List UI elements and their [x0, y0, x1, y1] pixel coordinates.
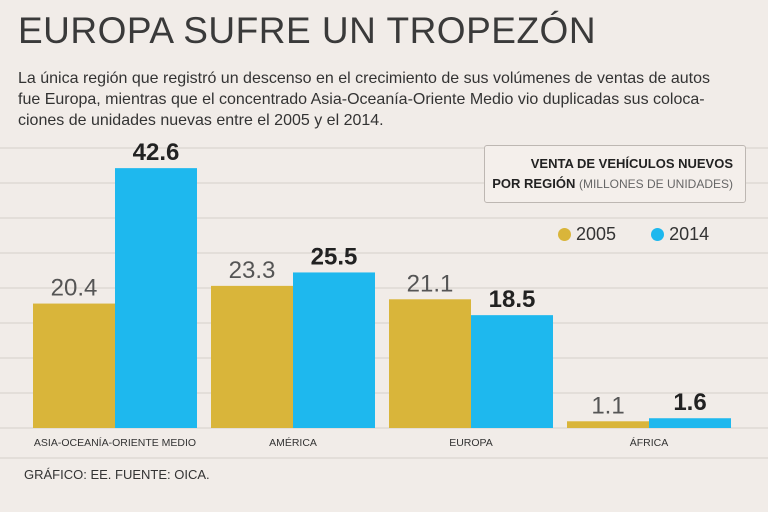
bar-2014 [293, 272, 375, 428]
legend-title-units: (MILLONES DE UNIDADES) [578, 177, 733, 191]
subtitle-line: fue Europa, mientras que el concentrado … [18, 91, 705, 108]
legend-title-bold: POR REGIÓN [492, 176, 576, 191]
data-label-2014: 25.5 [311, 243, 358, 270]
legend-title-line1: VENTA DE VEHÍCULOS NUEVOS [530, 156, 733, 171]
data-label-2005: 21.1 [407, 270, 454, 297]
category-label: ÁFRICA [630, 436, 669, 449]
legend-label-2014: 2014 [669, 224, 710, 244]
bar-2005 [567, 421, 649, 428]
legend: 2005 2014 [558, 224, 739, 245]
page-title: EUROPA SUFRE UN TROPEZÓN [18, 10, 597, 51]
data-label-2014: 1.6 [673, 389, 706, 416]
bar-2014 [649, 418, 731, 428]
bar-2005 [211, 285, 293, 428]
legend-label-2005: 2005 [576, 224, 617, 244]
category-label: AMÉRICA [269, 436, 317, 449]
data-label-2005: 23.3 [229, 257, 276, 284]
subtitle: La única región que registró un descenso… [18, 68, 756, 131]
data-label-2005: 20.4 [51, 275, 98, 302]
bar-2014 [115, 168, 197, 428]
legend-item-2005: 2005 [558, 224, 616, 245]
source-note: GRÁFICO: EE. FUENTE: OICA. [24, 467, 210, 482]
value-labels: 20.4 42.6 23.3 25.5 21.1 18.5 1.1 1.6 [51, 139, 707, 419]
category-labels: ASIA-OCEANÍA-ORIENTE MEDIO AMÉRICA EUROPA Á… [34, 436, 668, 449]
data-label-2014: 18.5 [489, 286, 536, 313]
category-label: ASIA-OCEANÍA-ORIENTE MEDIO [34, 436, 196, 449]
legend-swatch-2014 [651, 228, 665, 241]
legend-title-box: VENTA DE VEHÍCULOS NUEVOS POR REGIÓN (MI… [484, 145, 746, 203]
subtitle-line: ciones de unidades nuevas entre el 2005 … [18, 112, 384, 129]
bar-2005 [33, 303, 115, 428]
bars [33, 168, 731, 428]
legend-swatch-2005 [558, 228, 571, 241]
bar-2005 [389, 299, 471, 428]
subtitle-line: La única región que registró un descenso… [18, 70, 710, 87]
legend-title-line2: POR REGIÓN (MILLONES DE UNIDADES) [492, 176, 733, 191]
category-label: EUROPA [449, 437, 493, 449]
bar-2014 [471, 315, 553, 428]
legend-item-2014: 2014 [651, 224, 709, 245]
data-label-2014: 42.6 [133, 139, 180, 166]
data-label-2005: 1.1 [591, 392, 624, 419]
